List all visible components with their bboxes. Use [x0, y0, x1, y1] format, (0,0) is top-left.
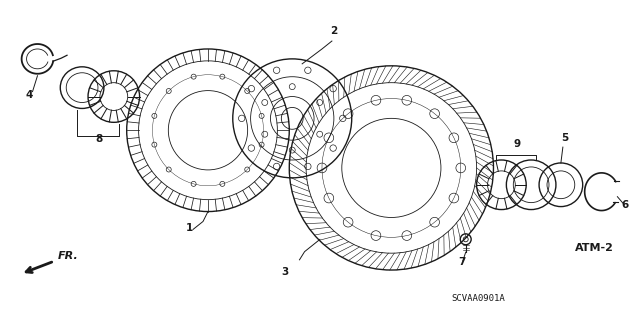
- Text: SCVAA0901A: SCVAA0901A: [452, 294, 506, 303]
- Text: FR.: FR.: [58, 251, 78, 261]
- Text: 6: 6: [621, 200, 628, 210]
- Text: 9: 9: [513, 139, 520, 149]
- Text: ATM-2: ATM-2: [575, 243, 613, 253]
- Text: 3: 3: [282, 267, 289, 277]
- Text: 7: 7: [458, 257, 465, 267]
- Text: 8: 8: [95, 134, 102, 144]
- Text: 4: 4: [26, 90, 33, 100]
- Text: 5: 5: [561, 133, 568, 143]
- Text: 1: 1: [186, 223, 193, 234]
- Text: 2: 2: [330, 26, 337, 36]
